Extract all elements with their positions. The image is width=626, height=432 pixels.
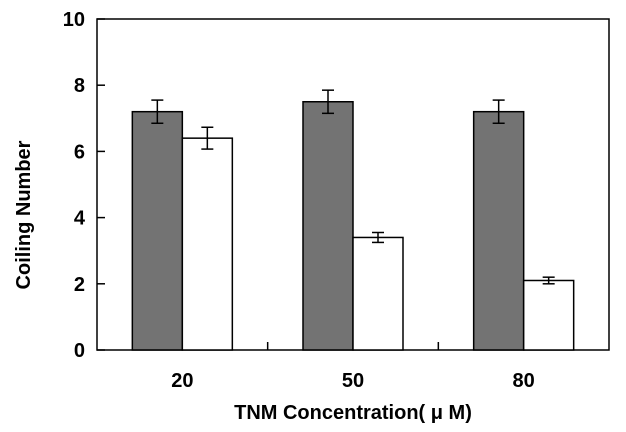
bar-50-series-2 [352, 236, 404, 351]
bar-20-series-1 [131, 110, 184, 351]
x-axis: 20 50 80 [171, 342, 535, 392]
y-tick-label: 8 [74, 75, 85, 97]
x-axis-title: TNM Concentration( μ M) [234, 402, 472, 424]
error-bars [151, 89, 555, 285]
bar-80-series-2 [522, 279, 575, 351]
bar-20-series-2 [181, 137, 234, 351]
y-axis: 0 2 4 6 8 10 [63, 9, 105, 362]
y-tick-label: 0 [74, 340, 85, 362]
y-axis-title: Coiling Number [13, 140, 35, 289]
x-tick-label: 80 [513, 370, 535, 392]
y-tick-label: 4 [74, 208, 86, 230]
y-tick-label: 2 [74, 274, 85, 296]
bar-series [131, 101, 575, 351]
bar-50-series-1 [302, 101, 354, 351]
x-tick-label: 20 [171, 370, 193, 392]
y-tick-label: 6 [74, 141, 85, 163]
x-tick-label: 50 [342, 370, 364, 392]
y-tick-label: 10 [63, 9, 85, 31]
bar-80-series-1 [472, 110, 525, 351]
